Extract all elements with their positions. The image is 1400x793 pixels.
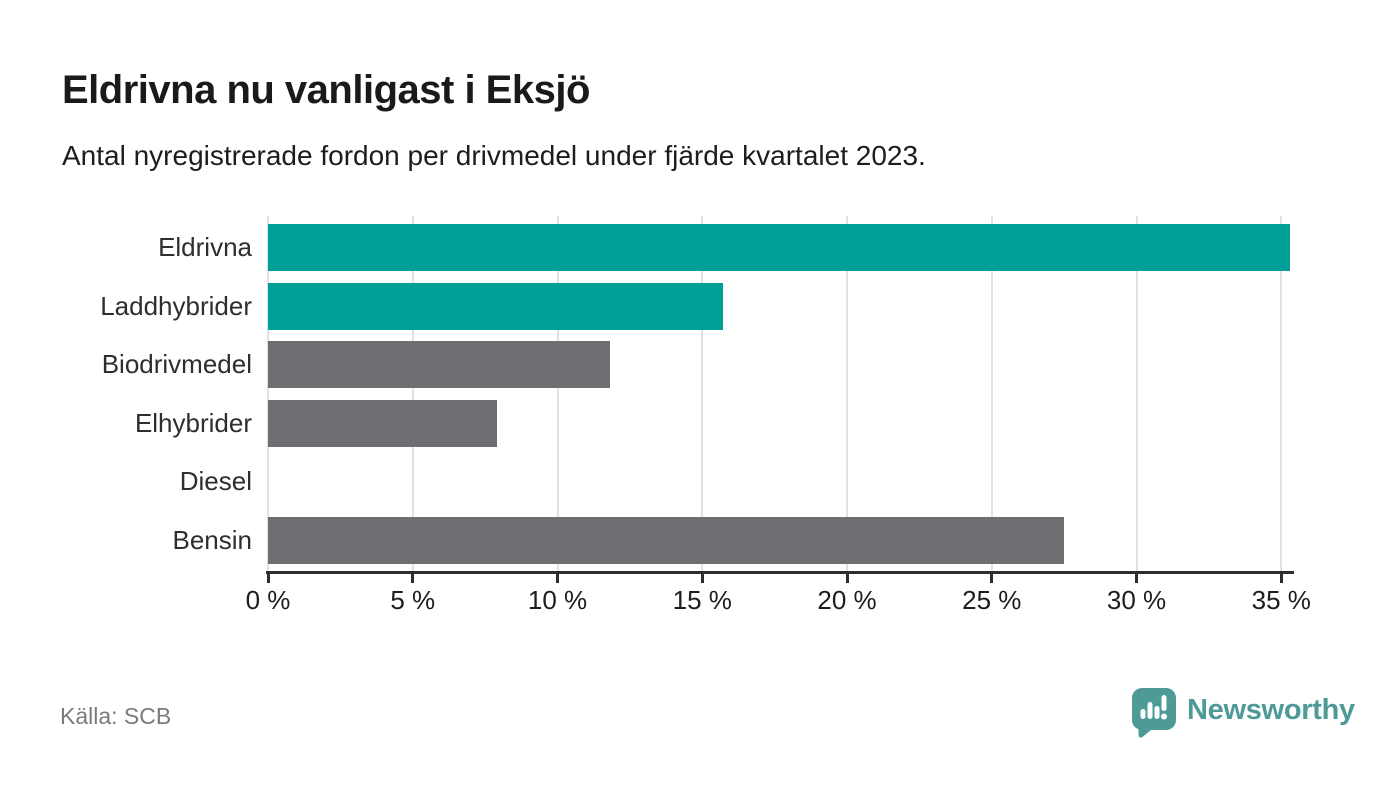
x-tick-label: 15 %	[672, 585, 732, 615]
gridline-25	[990, 216, 993, 571]
bar-elhybrider	[268, 400, 497, 447]
x-tick-label: 5 %	[390, 585, 436, 615]
chart-title: Eldrivna nu vanligast i Eksjö	[62, 68, 590, 112]
x-tick-20	[845, 574, 849, 583]
gridline-30	[1135, 216, 1138, 571]
gridline-35	[1280, 216, 1283, 571]
gridline-0	[267, 216, 269, 571]
x-axis-line	[266, 571, 1294, 574]
category-label: Biodrivmedel	[101, 349, 252, 379]
gridline-10	[556, 216, 559, 571]
brand-name: Newsworthy	[1187, 694, 1355, 726]
newsworthy-logo-icon	[1132, 688, 1176, 738]
category-label: Diesel	[179, 466, 252, 496]
gridline-5	[411, 216, 414, 571]
chart-subtitle: Antal nyregistrerade fordon per drivmede…	[62, 140, 926, 171]
x-tick-15	[700, 574, 704, 583]
bar-eldrivna	[268, 224, 1290, 271]
x-tick-25	[990, 574, 994, 583]
x-tick-10	[556, 574, 559, 583]
x-tick-label: 35 %	[1251, 585, 1311, 615]
category-label: Elhybrider	[134, 408, 252, 438]
brand-logo: Newsworthy	[1130, 686, 1355, 742]
x-tick-5	[411, 574, 415, 583]
gridline-15	[701, 216, 704, 571]
x-tick-label: 10 %	[527, 585, 588, 615]
category-label: Eldrivna	[158, 232, 252, 262]
x-tick-35	[1279, 574, 1283, 583]
x-tick-30	[1135, 574, 1138, 583]
x-tick-0	[266, 574, 270, 583]
bar-biodrivmedel	[268, 341, 610, 388]
x-tick-label: 0 %	[245, 585, 291, 615]
category-label: Laddhybrider	[100, 291, 252, 321]
bar-bensin	[268, 517, 1065, 564]
gridline-20	[846, 216, 848, 571]
category-label: Bensin	[172, 525, 253, 555]
x-tick-label: 25 %	[962, 585, 1022, 615]
source-note: Källa: SCB	[60, 703, 172, 729]
x-tick-label: 20 %	[817, 585, 877, 615]
bar-laddhybrider	[268, 283, 723, 330]
x-tick-label: 30 %	[1106, 585, 1167, 615]
